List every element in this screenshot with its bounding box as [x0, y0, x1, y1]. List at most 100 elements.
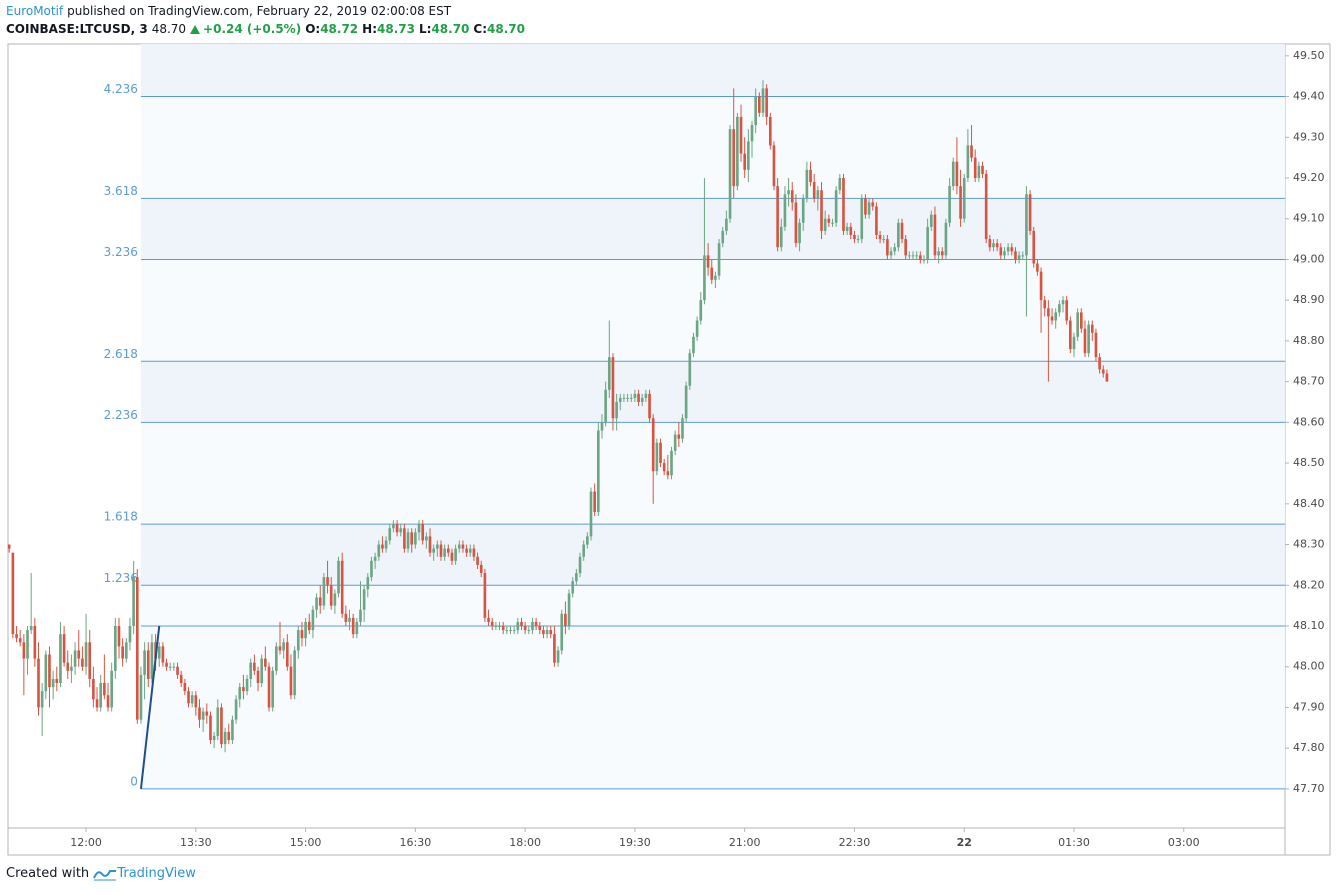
- brand[interactable]: TradingView: [117, 866, 196, 881]
- candle-body: [1065, 300, 1068, 321]
- candle-body: [743, 153, 747, 170]
- candle-body: [918, 255, 922, 260]
- candle-body: [51, 678, 55, 688]
- candle-body: [425, 536, 428, 541]
- fib-label: 2.618: [104, 347, 138, 361]
- candle-body: [695, 320, 699, 337]
- x-tick-label: 22:30: [839, 836, 871, 849]
- candle-body: [172, 666, 176, 668]
- candle-body: [395, 524, 399, 533]
- candle-body: [875, 206, 878, 236]
- candle-body: [212, 735, 216, 741]
- candle-body: [721, 230, 725, 244]
- candle-body: [403, 528, 406, 549]
- candle-body: [670, 450, 673, 476]
- candle-body: [842, 177, 845, 231]
- candle-body: [1010, 247, 1014, 252]
- candle-body: [926, 226, 929, 260]
- candle-body: [944, 222, 948, 256]
- candle-body: [351, 617, 355, 635]
- candle-body: [326, 577, 329, 586]
- candle-body: [787, 190, 790, 195]
- candle-body: [878, 235, 882, 240]
- candle-body: [805, 169, 809, 199]
- candle-body: [381, 544, 384, 549]
- candle-body: [223, 731, 227, 745]
- y-tick-label: 48.20: [1293, 578, 1325, 591]
- x-tick-label: 19:30: [619, 836, 651, 849]
- candle-body: [88, 642, 92, 679]
- candle-body: [92, 678, 95, 700]
- candle-body: [1058, 304, 1061, 313]
- candle-body: [750, 125, 754, 142]
- candle-body: [564, 613, 567, 626]
- candle-body: [578, 556, 582, 574]
- candle-body: [582, 544, 586, 557]
- candle-body: [318, 597, 322, 606]
- candle-body: [662, 463, 666, 472]
- candle-body: [66, 662, 70, 671]
- candle-body: [472, 548, 476, 557]
- candle-body: [747, 141, 750, 170]
- candle-body: [798, 222, 801, 244]
- candle-body: [966, 145, 970, 178]
- y-tick-label: 48.30: [1293, 538, 1325, 551]
- candle-body: [1047, 308, 1050, 317]
- candle-body: [618, 397, 622, 402]
- candle-body: [977, 165, 981, 178]
- candle-body: [853, 235, 856, 240]
- candle-body: [637, 393, 640, 402]
- candle-body: [684, 385, 688, 419]
- candle-body: [937, 251, 940, 256]
- candle-body: [933, 214, 937, 256]
- candle-body: [988, 239, 992, 248]
- candle-body: [512, 630, 516, 632]
- candle-body: [597, 430, 600, 512]
- candle-body: [468, 548, 472, 553]
- candle-body: [790, 190, 794, 203]
- candle-body: [22, 642, 26, 659]
- candle-body: [296, 630, 300, 651]
- candle-body: [867, 202, 871, 215]
- candle-body: [421, 524, 425, 541]
- candle-body: [567, 593, 571, 626]
- candle-body: [428, 536, 432, 553]
- candle-body: [655, 442, 659, 472]
- candle-body: [940, 251, 944, 256]
- published: published on TradingView.com, February 2…: [67, 4, 452, 18]
- y-tick-label: 49.50: [1293, 49, 1325, 62]
- candle-body: [776, 186, 779, 248]
- candle-body: [289, 666, 293, 696]
- legend-value: 48.73: [377, 22, 415, 36]
- candle-body: [772, 145, 776, 187]
- candle-body: [59, 634, 62, 684]
- candle-body: [1003, 251, 1006, 256]
- candle-body: [834, 190, 838, 223]
- candle-body: [765, 88, 768, 117]
- candle-body: [970, 145, 973, 158]
- candle-body: [556, 650, 560, 663]
- candle-body: [238, 687, 242, 700]
- candle-body: [344, 613, 348, 622]
- candle-body: [1098, 357, 1101, 370]
- candle-body: [812, 182, 816, 199]
- change: +0.24 (+0.5%): [203, 22, 302, 36]
- candle-body: [703, 255, 706, 301]
- y-tick-label: 48.00: [1293, 660, 1325, 673]
- candle-body: [40, 691, 44, 708]
- candle-body: [717, 243, 721, 276]
- candle-body: [154, 642, 157, 659]
- x-tick-label: 16:30: [400, 836, 432, 849]
- author[interactable]: EuroMotif: [6, 4, 64, 18]
- candle-body: [293, 650, 296, 696]
- candle-body: [692, 336, 695, 354]
- candle-body: [820, 190, 823, 231]
- y-tick-label: 48.60: [1293, 415, 1325, 428]
- candle-body: [209, 715, 212, 741]
- legend-key: C:: [473, 22, 488, 36]
- candle-body: [443, 548, 446, 557]
- candle-body: [414, 532, 417, 545]
- candle-body: [981, 165, 984, 174]
- candle-body: [450, 552, 454, 561]
- plot-frame: [7, 43, 1331, 856]
